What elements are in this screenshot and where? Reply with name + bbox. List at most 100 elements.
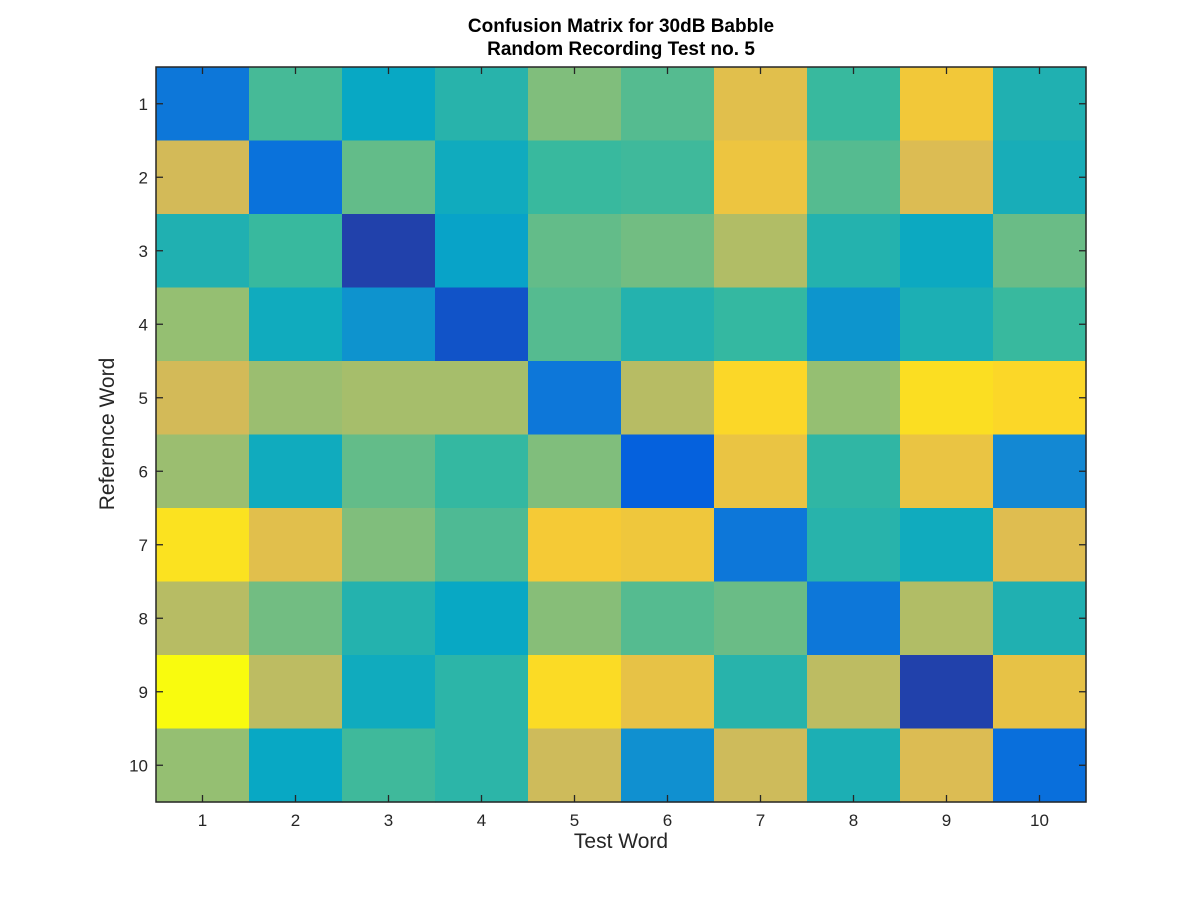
heatmap-cell-r5-c6 — [621, 361, 715, 436]
heatmap-cell-r4-c2 — [249, 287, 343, 362]
heatmap-cell-r9-c1 — [156, 655, 250, 730]
y-tick-label-1: 1 — [139, 95, 148, 114]
y-tick-label-10: 10 — [129, 756, 148, 775]
heatmap-cell-r8-c1 — [156, 581, 250, 656]
x-tick-label-6: 6 — [663, 811, 672, 830]
x-axis-label: Test Word — [574, 830, 668, 853]
heatmap-cell-r1-c4 — [435, 67, 529, 142]
heatmap-cell-r10-c5 — [528, 728, 622, 803]
heatmap-cell-r9-c7 — [714, 655, 808, 730]
heatmap-cell-r7-c5 — [528, 508, 622, 583]
plot-frame — [155, 66, 1087, 803]
y-axis-label: Reference Word — [96, 358, 119, 511]
heatmap-cell-r6-c8 — [807, 434, 901, 509]
heatmap-cell-r8-c8 — [807, 581, 901, 656]
heatmap-cell-r10-c9 — [900, 728, 994, 803]
heatmap-cell-r1-c10 — [993, 67, 1087, 142]
heatmap-cell-r5-c3 — [342, 361, 436, 436]
heatmap-cell-r4-c1 — [156, 287, 250, 362]
heatmap-cell-r2-c9 — [900, 140, 994, 215]
y-tick-label-9: 9 — [139, 683, 148, 702]
heatmap-cell-r5-c10 — [993, 361, 1087, 436]
heatmap-cell-r8-c7 — [714, 581, 808, 656]
axis-ticks — [156, 67, 1086, 802]
heatmap-cell-r3-c8 — [807, 214, 901, 289]
heatmap-cell-r3-c7 — [714, 214, 808, 289]
heatmap-cell-r10-c2 — [249, 728, 343, 803]
heatmap-cells — [156, 67, 1087, 803]
heatmap-cell-r2-c2 — [249, 140, 343, 215]
heatmap-cell-r7-c6 — [621, 508, 715, 583]
heatmap-cell-r4-c8 — [807, 287, 901, 362]
heatmap-cell-r4-c7 — [714, 287, 808, 362]
heatmap-cell-r6-c3 — [342, 434, 436, 509]
heatmap-cell-r2-c4 — [435, 140, 529, 215]
heatmap-cell-r4-c3 — [342, 287, 436, 362]
heatmap-cell-r7-c3 — [342, 508, 436, 583]
heatmap-cell-r4-c9 — [900, 287, 994, 362]
heatmap-cell-r9-c6 — [621, 655, 715, 730]
x-tick-labels: 1 2 3 4 5 6 7 8 9 10 — [198, 811, 1049, 830]
heatmap-cell-r6-c5 — [528, 434, 622, 509]
x-tick-label-9: 9 — [942, 811, 951, 830]
heatmap-cell-r2-c5 — [528, 140, 622, 215]
heatmap-cell-r6-c7 — [714, 434, 808, 509]
heatmap-cell-r4-c4 — [435, 287, 529, 362]
heatmap-cell-r3-c4 — [435, 214, 529, 289]
heatmap-cell-r9-c10 — [993, 655, 1087, 730]
heatmap-cell-r7-c1 — [156, 508, 250, 583]
x-tick-label-3: 3 — [384, 811, 393, 830]
heatmap-cell-r5-c2 — [249, 361, 343, 436]
heatmap-cell-r7-c4 — [435, 508, 529, 583]
y-tick-label-7: 7 — [139, 536, 148, 555]
heatmap-cell-r8-c4 — [435, 581, 529, 656]
heatmap-cell-r6-c1 — [156, 434, 250, 509]
heatmap-cell-r4-c6 — [621, 287, 715, 362]
x-tick-label-2: 2 — [291, 811, 300, 830]
x-tick-label-4: 4 — [477, 811, 486, 830]
heatmap-cell-r8-c3 — [342, 581, 436, 656]
heatmap-cell-r6-c10 — [993, 434, 1087, 509]
heatmap-cell-r5-c1 — [156, 361, 250, 436]
heatmap-cell-r9-c2 — [249, 655, 343, 730]
heatmap-cell-r3-c6 — [621, 214, 715, 289]
heatmap-cell-r3-c9 — [900, 214, 994, 289]
heatmap-cell-r8-c6 — [621, 581, 715, 656]
heatmap-cell-r1-c3 — [342, 67, 436, 142]
heatmap-cell-r10-c1 — [156, 728, 250, 803]
heatmap-cell-r5-c5 — [528, 361, 622, 436]
x-tick-label-7: 7 — [756, 811, 765, 830]
heatmap-cell-r8-c2 — [249, 581, 343, 656]
heatmap-cell-r10-c7 — [714, 728, 808, 803]
y-tick-label-8: 8 — [139, 609, 148, 628]
heatmap-cell-r10-c10 — [993, 728, 1087, 803]
heatmap-cell-r1-c8 — [807, 67, 901, 142]
heatmap-cell-r6-c4 — [435, 434, 529, 509]
x-tick-label-5: 5 — [570, 811, 579, 830]
heatmap-cell-r3-c5 — [528, 214, 622, 289]
heatmap-cell-r7-c7 — [714, 508, 808, 583]
heatmap-cell-r1-c9 — [900, 67, 994, 142]
heatmap-cell-r2-c8 — [807, 140, 901, 215]
heatmap-cell-r9-c8 — [807, 655, 901, 730]
heatmap-cell-r5-c4 — [435, 361, 529, 436]
heatmap-cell-r1-c6 — [621, 67, 715, 142]
heatmap-cell-r6-c2 — [249, 434, 343, 509]
heatmap-cell-r4-c10 — [993, 287, 1087, 362]
x-tick-label-10: 10 — [1030, 811, 1049, 830]
x-tick-label-1: 1 — [198, 811, 207, 830]
heatmap-cell-r2-c10 — [993, 140, 1087, 215]
heatmap-cell-r7-c8 — [807, 508, 901, 583]
heatmap-cell-r2-c3 — [342, 140, 436, 215]
heatmap-cell-r3-c10 — [993, 214, 1087, 289]
heatmap-cell-r10-c8 — [807, 728, 901, 803]
heatmap-cell-r2-c1 — [156, 140, 250, 215]
y-tick-label-3: 3 — [139, 242, 148, 261]
heatmap-cell-r8-c9 — [900, 581, 994, 656]
heatmap-cell-r2-c6 — [621, 140, 715, 215]
heatmap-cell-r9-c3 — [342, 655, 436, 730]
heatmap-cell-r3-c3 — [342, 214, 436, 289]
heatmap-cell-r1-c7 — [714, 67, 808, 142]
heatmap-cell-r8-c10 — [993, 581, 1087, 656]
heatmap-cell-r5-c8 — [807, 361, 901, 436]
